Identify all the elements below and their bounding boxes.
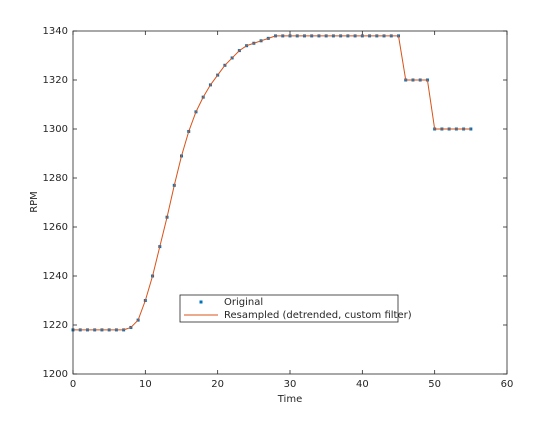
legend-label: Resampled (detrended, custom filter) <box>224 310 412 321</box>
x-axis-label: Time <box>277 394 302 405</box>
y-tick-label: 1340 <box>43 26 68 37</box>
x-tick-label: 30 <box>284 379 297 390</box>
y-tick-label: 1200 <box>43 369 68 380</box>
x-tick-label: 20 <box>211 379 224 390</box>
y-tick-label: 1280 <box>43 173 68 184</box>
x-tick-label: 40 <box>356 379 369 390</box>
axes-frame <box>72 30 508 375</box>
x-tick-label: 50 <box>428 379 441 390</box>
legend-box <box>179 294 399 323</box>
y-tick-label: 1260 <box>43 222 68 233</box>
plot-area <box>73 31 507 374</box>
legend-label: Original <box>224 297 263 308</box>
series-line <box>73 35 471 331</box>
y-tick-label: 1220 <box>43 320 68 331</box>
y-tick-label: 1320 <box>43 75 68 86</box>
x-tick-label: 0 <box>70 379 76 390</box>
y-tick-label: 1240 <box>43 271 68 282</box>
x-tick-label: 10 <box>139 379 152 390</box>
y-tick-label: 1300 <box>43 124 68 135</box>
y-axis-label: RPM <box>29 191 40 213</box>
legend-swatch <box>199 300 203 304</box>
x-tick-label: 60 <box>501 379 514 390</box>
